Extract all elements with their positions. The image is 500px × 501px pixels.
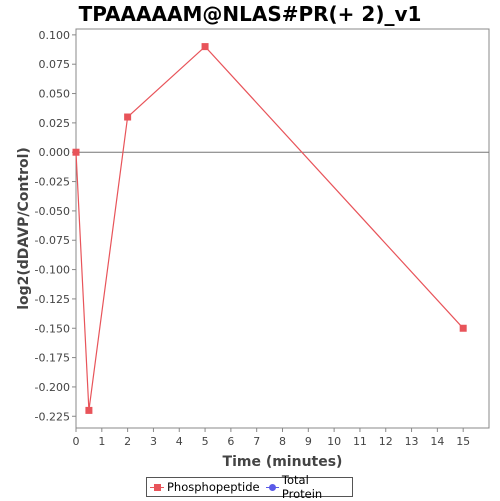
y-axis-title: log2(dDAVP/Control)	[16, 147, 32, 310]
x-tick-label: 9	[305, 435, 312, 448]
chart-title: TPAAAAAM@NLAS#PR(+ 2)_v1	[78, 2, 422, 26]
x-tick-label: 1	[98, 435, 105, 448]
x-tick-label: 15	[456, 435, 470, 448]
y-tick-label: 0.050	[39, 88, 71, 101]
data-point	[201, 43, 209, 51]
legend-label-phosphopeptide: Phosphopeptide	[167, 480, 260, 494]
x-tick-label: 10	[327, 435, 341, 448]
x-axis-title: Time (minutes)	[223, 454, 343, 470]
y-tick-label: 0.025	[39, 117, 71, 130]
x-tick-label: 11	[353, 435, 367, 448]
legend-item-total-protein: Total Protein	[265, 473, 349, 501]
y-tick-label: -0.025	[35, 176, 70, 189]
x-tick-label: 8	[279, 435, 286, 448]
legend-item-phosphopeptide: Phosphopeptide	[150, 480, 260, 494]
x-tick-label: 12	[379, 435, 393, 448]
x-tick-label: 13	[405, 435, 419, 448]
total-protein-legend-icon	[265, 482, 279, 492]
y-tick-label: -0.225	[35, 410, 70, 423]
y-tick-label: 0.075	[39, 58, 71, 71]
data-point	[459, 324, 467, 332]
data-point	[85, 406, 93, 414]
y-tick-label: -0.175	[35, 352, 70, 365]
x-axis: 0 1 2 3 4 5 6 7 8 9 10 11 12 13 14 15	[73, 427, 489, 448]
series-layer	[72, 43, 467, 414]
x-tick-label: 7	[253, 435, 260, 448]
y-tick-label: 0.100	[39, 29, 71, 42]
series-phosphopeptide	[72, 43, 467, 414]
y-tick-label: -0.150	[35, 322, 70, 335]
x-tick-label: 4	[176, 435, 183, 448]
y-axis: 0.100 0.075 0.050 0.025 0.000 -0.025 -0.050 -0.…	[35, 29, 77, 428]
y-tick-label: -0.125	[35, 293, 70, 306]
y-tick-label: -0.100	[35, 264, 70, 277]
x-tick-label: 2	[124, 435, 131, 448]
data-point	[124, 113, 132, 121]
plot-area	[75, 28, 490, 429]
phosphopeptide-legend-icon	[150, 482, 164, 492]
x-tick-label: 0	[73, 435, 80, 448]
y-tick-label: -0.200	[35, 381, 70, 394]
x-tick-label: 6	[227, 435, 234, 448]
plot-border	[75, 28, 490, 429]
x-tick-label: 3	[150, 435, 157, 448]
x-tick-label: 5	[202, 435, 209, 448]
legend-label-total-protein: Total Protein	[281, 473, 323, 501]
data-point	[72, 148, 80, 156]
legend: Phosphopeptide Total Protein	[146, 473, 353, 501]
y-tick-label: 0.000	[39, 146, 71, 159]
x-tick-label: 14	[430, 435, 444, 448]
y-tick-label: -0.050	[35, 205, 70, 218]
y-tick-label: -0.075	[35, 234, 70, 247]
